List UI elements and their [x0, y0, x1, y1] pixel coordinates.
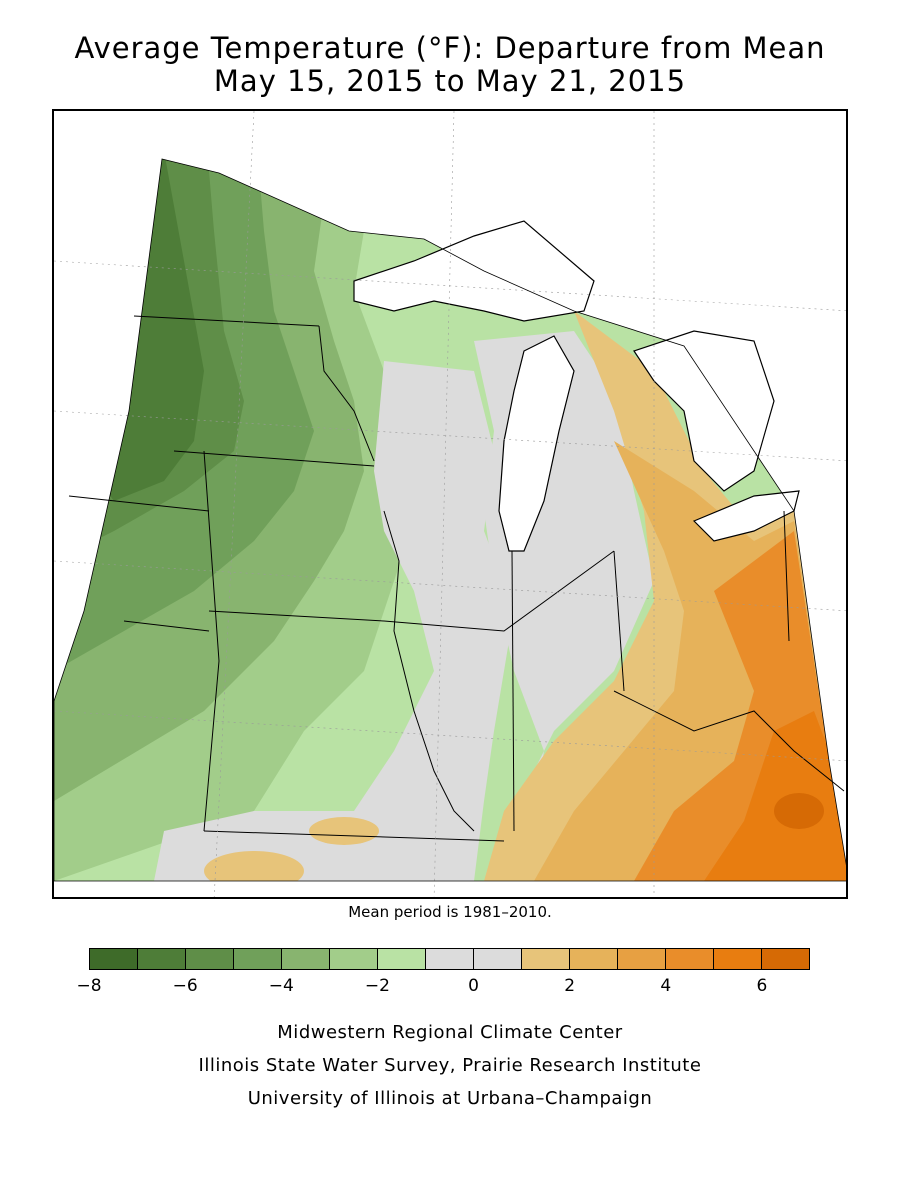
legend-tick-label: 6	[756, 976, 768, 996]
legend-swatch-4	[282, 949, 330, 969]
lake-michigan	[498, 335, 575, 552]
legend-tick-label: 4	[660, 976, 672, 996]
lakes	[353, 220, 800, 552]
warmest-spot	[774, 793, 824, 829]
warm-pocket-south	[204, 851, 304, 881]
legend-swatch-6	[378, 949, 426, 969]
legend-tick-label: −8	[76, 976, 102, 996]
zone-darkest-orange	[704, 711, 846, 881]
legend-swatch-7	[426, 949, 474, 969]
legend-swatch-9	[522, 949, 570, 969]
grid-lines	[54, 111, 846, 897]
map-title: Average Temperature (°F): Departure from…	[74, 31, 826, 65]
region-outline	[54, 158, 846, 882]
credit-mrcc: Midwestern Regional Climate Center	[277, 1022, 623, 1043]
map-date-range: May 15, 2015 to May 21, 2015	[213, 64, 687, 98]
credit-uiuc: University of Illinois at Urbana–Champai…	[247, 1088, 653, 1109]
legend-swatch-10	[570, 949, 618, 969]
legend-tick-label: 2	[564, 976, 576, 996]
legend-swatch-8	[474, 949, 522, 969]
legend-tick-label: 0	[468, 976, 479, 996]
legend-swatch-1	[138, 949, 186, 969]
legend-tick-label: −2	[364, 976, 390, 996]
credit-isws: Illinois State Water Survey, Prairie Res…	[198, 1055, 702, 1076]
state-borders	[68, 315, 845, 842]
legend-swatch-0	[90, 949, 138, 969]
legend-swatch-2	[186, 949, 234, 969]
legend-swatch-12	[666, 949, 714, 969]
legend-swatch-3	[234, 949, 282, 969]
legend-tick-label: −6	[172, 976, 198, 996]
legend-swatch-13	[714, 949, 762, 969]
temperature-field	[54, 159, 846, 881]
zone-neutral	[154, 361, 514, 881]
legend-tick-label: −4	[268, 976, 294, 996]
lake-huron	[633, 330, 775, 492]
lake-superior	[353, 220, 595, 322]
legend-swatch-14	[762, 949, 809, 969]
warm-pocket-missouri	[309, 817, 379, 845]
temperature-departure-map	[52, 109, 848, 899]
legend-swatch-5	[330, 949, 378, 969]
legend-swatch-11	[618, 949, 666, 969]
color-legend	[89, 948, 810, 970]
mean-period-note: Mean period is 1981–2010.	[348, 903, 552, 921]
